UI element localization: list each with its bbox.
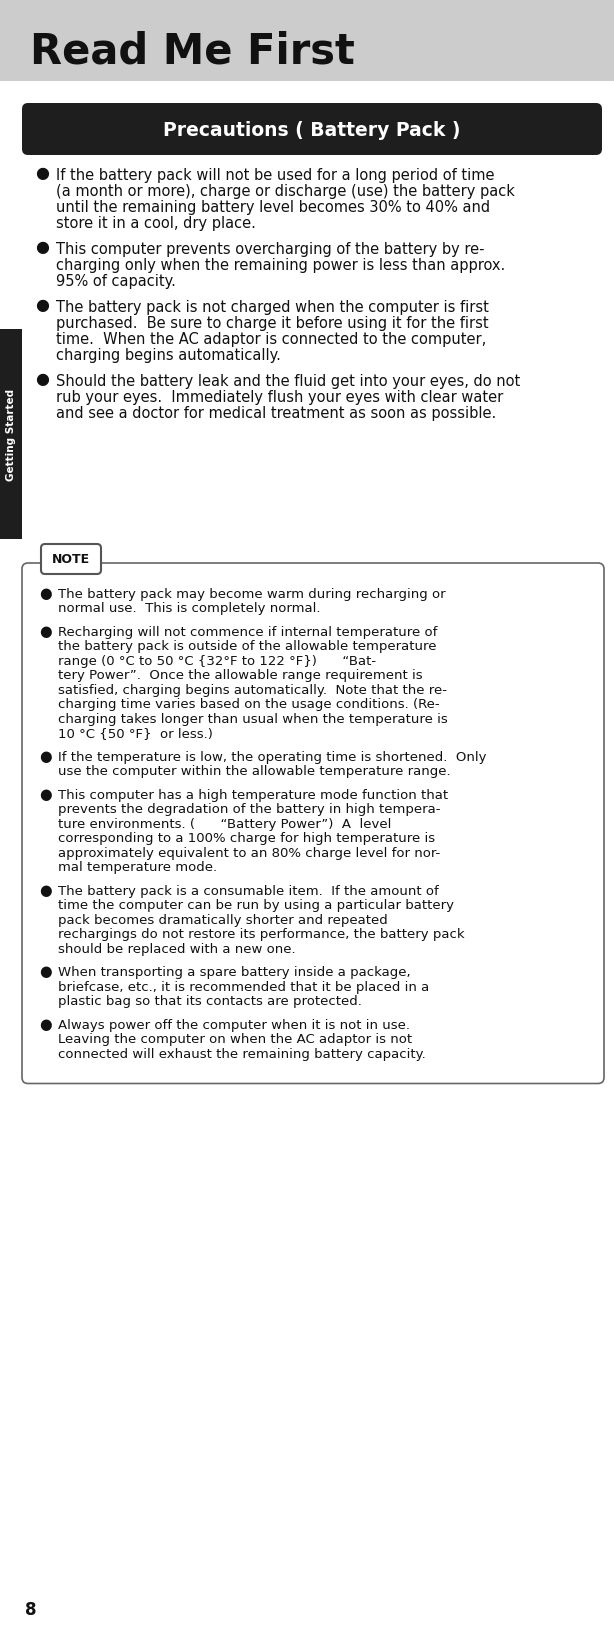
Text: the battery pack is outside of the allowable temperature: the battery pack is outside of the allow… xyxy=(58,640,437,653)
Text: 8: 8 xyxy=(25,1599,36,1617)
Text: briefcase, etc., it is recommended that it be placed in a: briefcase, etc., it is recommended that … xyxy=(58,981,429,994)
Text: ●: ● xyxy=(35,166,49,181)
Text: ture environments. (      “Battery Power”)  A  level: ture environments. ( “Battery Power”) A … xyxy=(58,818,391,831)
Text: ●: ● xyxy=(39,586,52,601)
Text: purchased.  Be sure to charge it before using it for the first: purchased. Be sure to charge it before u… xyxy=(56,317,489,331)
Text: satisfied, charging begins automatically.  Note that the re-: satisfied, charging begins automatically… xyxy=(58,684,447,697)
FancyBboxPatch shape xyxy=(41,545,101,574)
Text: ●: ● xyxy=(35,372,49,387)
Text: ●: ● xyxy=(35,240,49,255)
Text: ●: ● xyxy=(39,787,52,801)
Text: The battery pack may become warm during recharging or: The battery pack may become warm during … xyxy=(58,588,446,601)
Text: charging time varies based on the usage conditions. (Re-: charging time varies based on the usage … xyxy=(58,698,440,712)
Text: Should the battery leak and the fluid get into your eyes, do not: Should the battery leak and the fluid ge… xyxy=(56,374,520,388)
Text: ●: ● xyxy=(39,1017,52,1031)
Text: should be replaced with a new one.: should be replaced with a new one. xyxy=(58,942,295,955)
Text: Read Me First: Read Me First xyxy=(30,31,355,73)
Text: charging takes longer than usual when the temperature is: charging takes longer than usual when th… xyxy=(58,713,448,726)
Text: Getting Started: Getting Started xyxy=(6,388,16,481)
Text: Precautions ( Battery Pack ): Precautions ( Battery Pack ) xyxy=(163,121,460,139)
Text: normal use.  This is completely normal.: normal use. This is completely normal. xyxy=(58,602,321,615)
Text: range (0 °C to 50 °C {32°F to 122 °F})      “Bat-: range (0 °C to 50 °C {32°F to 122 °F}) “… xyxy=(58,654,376,667)
Text: When transporting a spare battery inside a package,: When transporting a spare battery inside… xyxy=(58,966,411,979)
Text: NOTE: NOTE xyxy=(52,553,90,566)
Text: connected will exhaust the remaining battery capacity.: connected will exhaust the remaining bat… xyxy=(58,1048,426,1061)
Text: approximately equivalent to an 80% charge level for nor-: approximately equivalent to an 80% charg… xyxy=(58,847,440,860)
Text: If the temperature is low, the operating time is shortened.  Only: If the temperature is low, the operating… xyxy=(58,751,486,764)
Text: This computer has a high temperature mode function that: This computer has a high temperature mod… xyxy=(58,788,448,801)
Text: ●: ● xyxy=(39,883,52,898)
Text: (a month or more), charge or discharge (use) the battery pack: (a month or more), charge or discharge (… xyxy=(56,184,515,199)
Text: ●: ● xyxy=(39,747,52,764)
Text: store it in a cool, dry place.: store it in a cool, dry place. xyxy=(56,215,256,230)
Text: The battery pack is a consumable item.  If the amount of: The battery pack is a consumable item. I… xyxy=(58,885,439,898)
Text: 95% of capacity.: 95% of capacity. xyxy=(56,274,176,289)
Text: prevents the degradation of the battery in high tempera-: prevents the degradation of the battery … xyxy=(58,803,440,816)
Text: Always power off the computer when it is not in use.: Always power off the computer when it is… xyxy=(58,1018,410,1031)
Text: ●: ● xyxy=(39,963,52,979)
Text: time.  When the AC adaptor is connected to the computer,: time. When the AC adaptor is connected t… xyxy=(56,331,486,346)
FancyBboxPatch shape xyxy=(22,563,604,1084)
Text: corresponding to a 100% charge for high temperature is: corresponding to a 100% charge for high … xyxy=(58,832,435,845)
Text: Leaving the computer on when the AC adaptor is not: Leaving the computer on when the AC adap… xyxy=(58,1033,412,1046)
Text: If the battery pack will not be used for a long period of time: If the battery pack will not be used for… xyxy=(56,168,494,183)
Text: rechargings do not restore its performance, the battery pack: rechargings do not restore its performan… xyxy=(58,929,465,942)
Text: time the computer can be run by using a particular battery: time the computer can be run by using a … xyxy=(58,899,454,912)
Text: charging only when the remaining power is less than approx.: charging only when the remaining power i… xyxy=(56,258,505,273)
Text: The battery pack is not charged when the computer is first: The battery pack is not charged when the… xyxy=(56,300,489,315)
Text: and see a doctor for medical treatment as soon as possible.: and see a doctor for medical treatment a… xyxy=(56,406,496,421)
Text: mal temperature mode.: mal temperature mode. xyxy=(58,862,217,875)
Text: pack becomes dramatically shorter and repeated: pack becomes dramatically shorter and re… xyxy=(58,914,388,927)
Text: tery Power”.  Once the allowable range requirement is: tery Power”. Once the allowable range re… xyxy=(58,669,422,682)
Text: until the remaining battery level becomes 30% to 40% and: until the remaining battery level become… xyxy=(56,199,490,215)
Text: ●: ● xyxy=(35,299,49,313)
Bar xyxy=(0,0,614,82)
Text: This computer prevents overcharging of the battery by re-: This computer prevents overcharging of t… xyxy=(56,242,484,256)
Text: rub your eyes.  Immediately flush your eyes with clear water: rub your eyes. Immediately flush your ey… xyxy=(56,390,503,405)
Text: 10 °C {50 °F}  or less.): 10 °C {50 °F} or less.) xyxy=(58,726,213,739)
Text: ●: ● xyxy=(39,623,52,638)
FancyBboxPatch shape xyxy=(22,104,602,157)
Text: Recharging will not commence if internal temperature of: Recharging will not commence if internal… xyxy=(58,625,437,638)
Text: charging begins automatically.: charging begins automatically. xyxy=(56,348,281,362)
Bar xyxy=(0,330,22,540)
Text: use the computer within the allowable temperature range.: use the computer within the allowable te… xyxy=(58,765,451,778)
Text: plastic bag so that its contacts are protected.: plastic bag so that its contacts are pro… xyxy=(58,996,362,1009)
